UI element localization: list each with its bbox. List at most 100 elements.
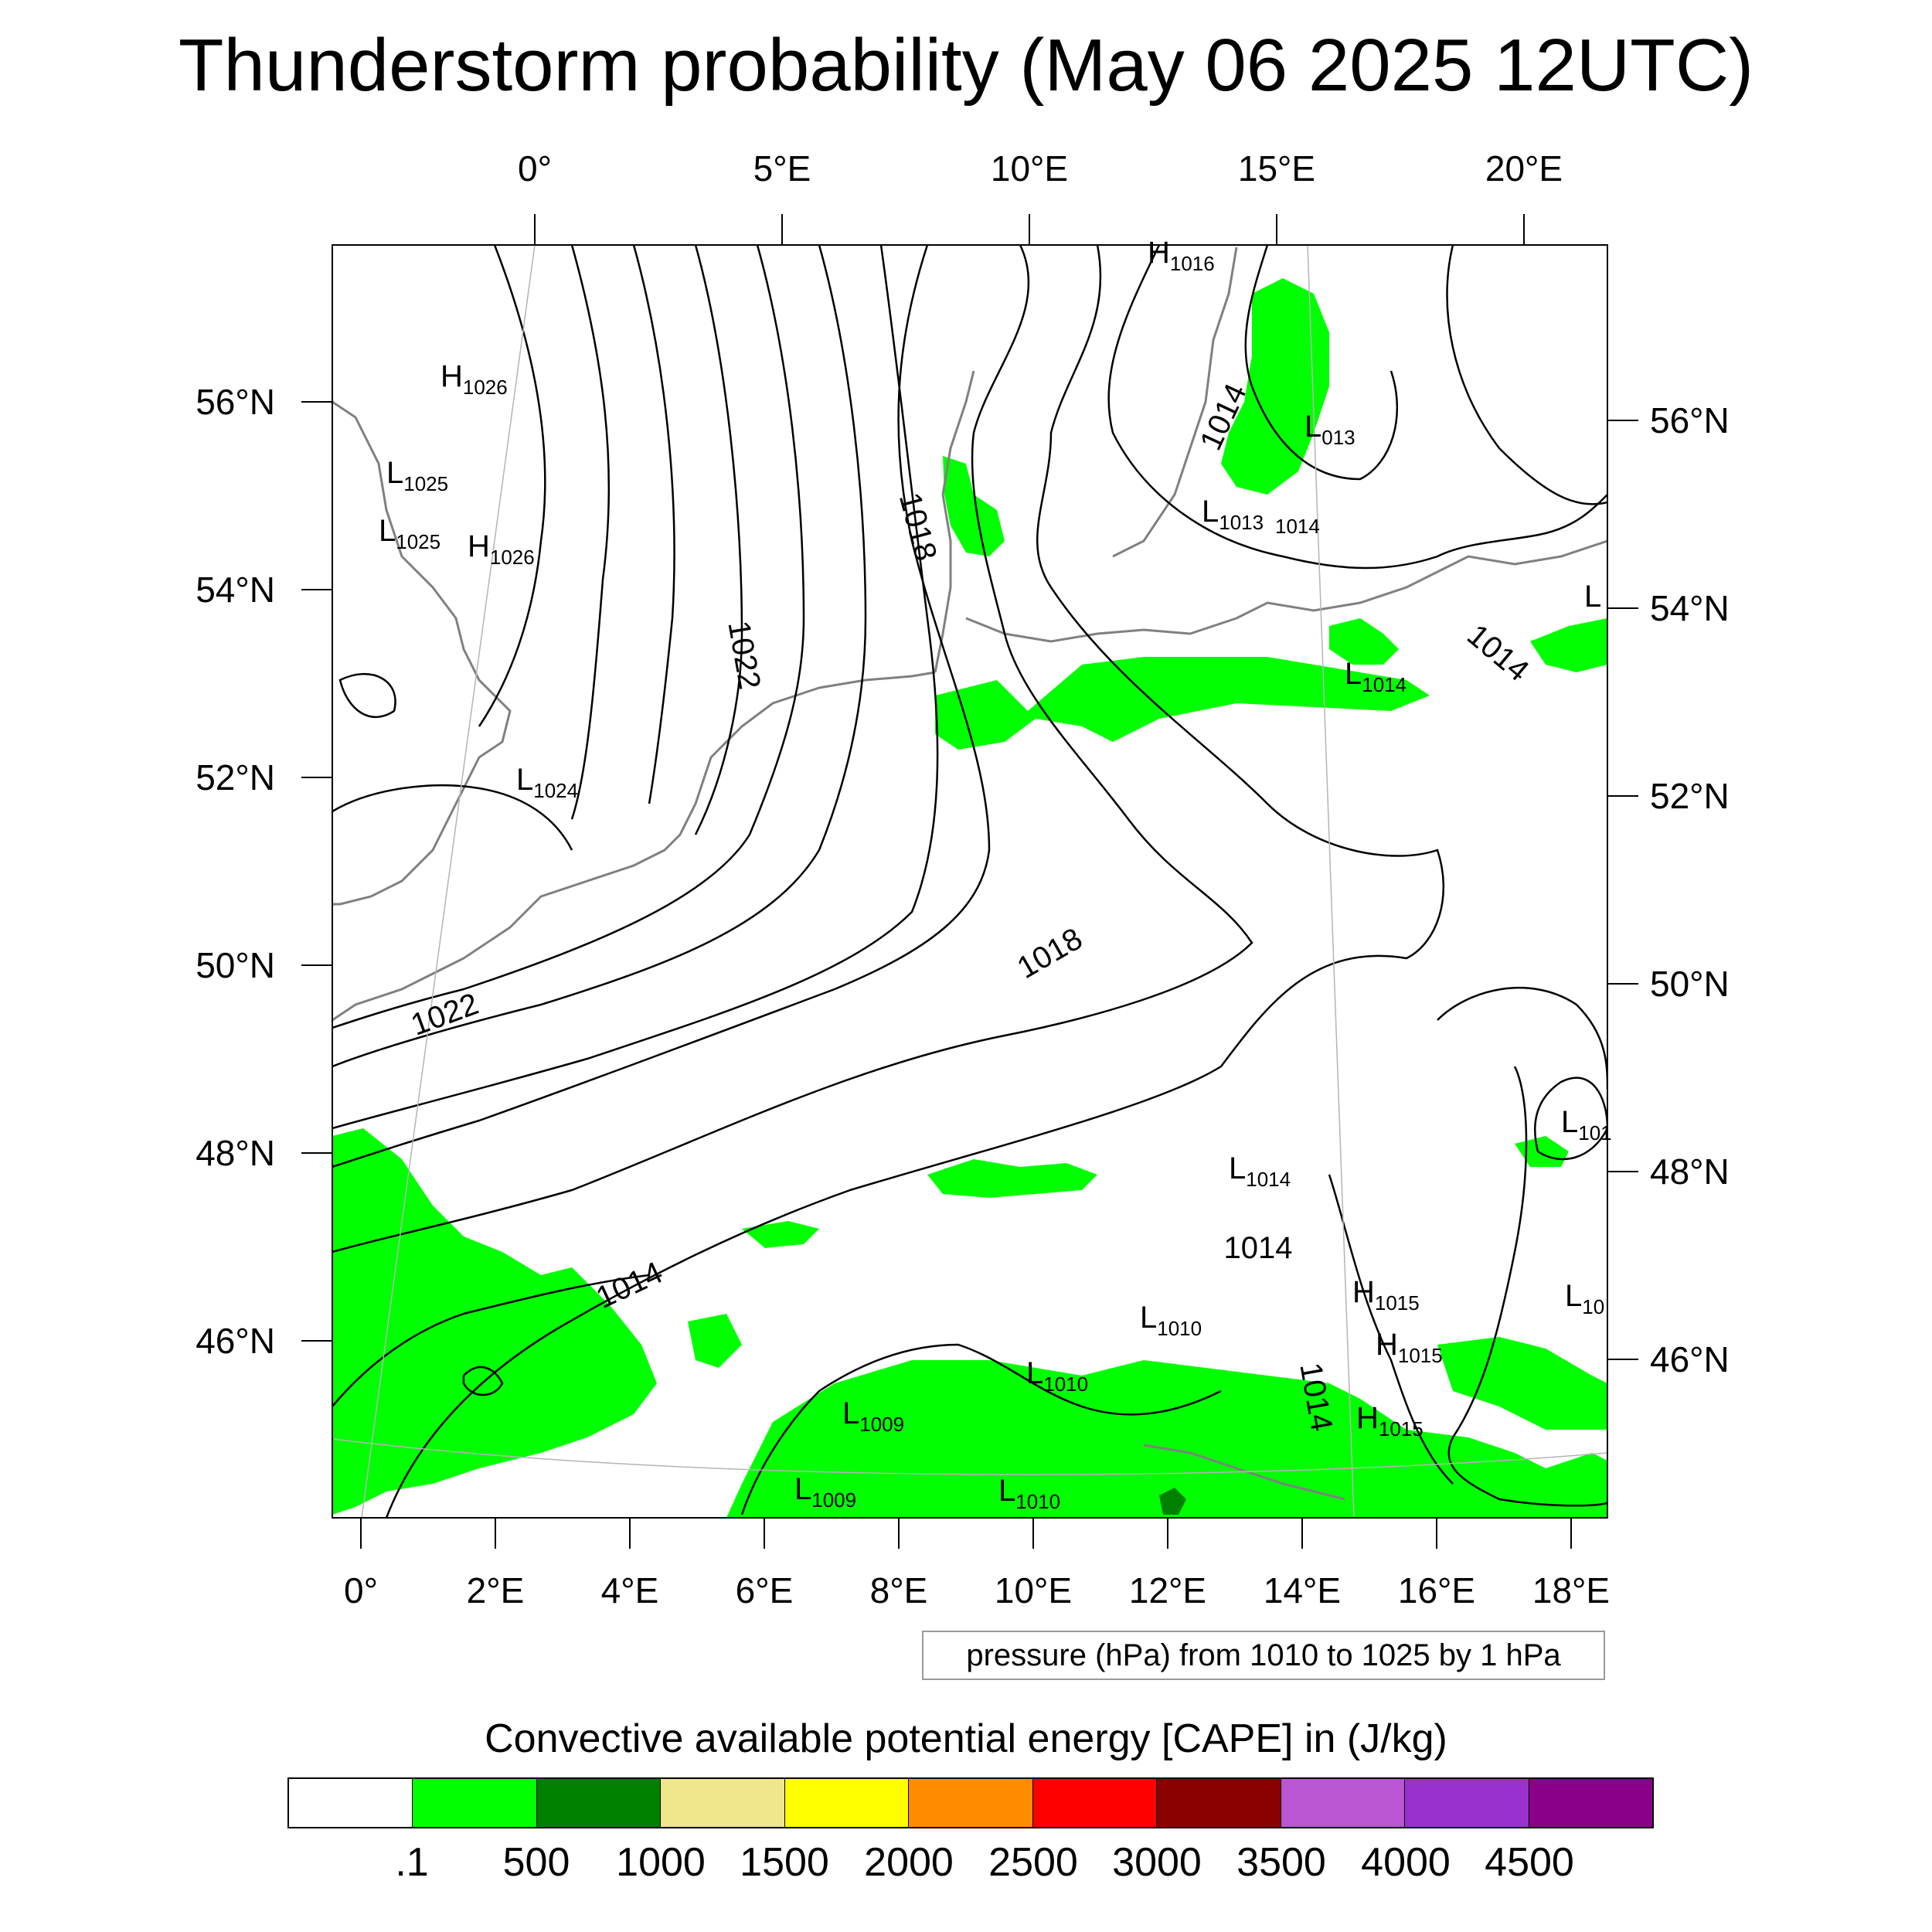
- isobar-1: [478, 245, 546, 727]
- cape-area-southwest: [332, 1128, 657, 1515]
- pressure-center: L1009: [842, 1396, 904, 1436]
- top-tick-label: 0°: [518, 148, 552, 189]
- colorbar-label: 2000: [864, 1840, 954, 1885]
- pressure-center: L013: [1304, 410, 1355, 449]
- coastline-sweden: [1112, 247, 1238, 558]
- pressure-center: L1010: [1026, 1356, 1088, 1396]
- coastline-jutland: [934, 370, 975, 673]
- colorbar-swatch: [661, 1779, 785, 1827]
- right-tick-label: 56°N: [1650, 400, 1730, 440]
- bottom-tick-label: 4°E: [601, 1570, 659, 1611]
- top-tick-label: 10°E: [991, 148, 1068, 189]
- pressure-center: H1015: [1376, 1328, 1443, 1367]
- top-axis-labels: 0° 5°E 10°E 15°E 20°E: [518, 148, 1563, 189]
- left-tick-label: 52°N: [196, 757, 275, 798]
- pressure-center: L1010: [998, 1474, 1060, 1513]
- isobar-label: 1014: [1461, 618, 1535, 689]
- colorbar-label: 4500: [1485, 1840, 1574, 1885]
- colorbar-label: 2500: [988, 1840, 1078, 1885]
- map-frame: [332, 244, 1608, 1519]
- isobar-12: [1244, 245, 1399, 481]
- cape-area-po-valley: [688, 1314, 742, 1368]
- coastline-britain: [332, 400, 512, 906]
- isobar-5: [332, 245, 805, 1029]
- right-tick-label: 52°N: [1650, 776, 1730, 816]
- contour-info-box: pressure (hPa) from 1010 to 1025 by 1 hP…: [922, 1631, 1605, 1680]
- right-axis-labels: 56°N 54°N 52°N 50°N 48°N 46°N: [1650, 400, 1730, 1379]
- left-tick-label: 50°N: [196, 945, 275, 985]
- colorbar-labels: .1 500 1000 1500 2000 2500 3000 3500 400…: [0, 1835, 1932, 1889]
- colorbar-swatch: [413, 1779, 537, 1827]
- colorbar-swatch: [1032, 1779, 1158, 1827]
- colorbar-label: 1000: [616, 1840, 706, 1885]
- isobar-14: [1437, 986, 1607, 1090]
- isobar-21: [332, 784, 573, 851]
- cape-area-hungary: [1515, 1136, 1569, 1167]
- colorbar-title: Convective available potential energy [C…: [485, 1716, 1447, 1761]
- colorbar-swatch: [1281, 1779, 1406, 1827]
- pressure-center-labels: H1016 H1026 L1025 L1025 H1026 L1024 L013…: [379, 236, 1612, 1513]
- isobar-3: [632, 245, 675, 804]
- colorbar-swatch: [909, 1779, 1033, 1827]
- right-tick-label: 54°N: [1650, 588, 1730, 628]
- isobar-9: [332, 245, 1253, 1253]
- coastline-continent: [332, 671, 936, 1022]
- isobar-label: 1022: [721, 618, 767, 692]
- isobar-19: [462, 1366, 504, 1396]
- cape-area-baltic: [1329, 618, 1399, 665]
- isobar-7: [332, 245, 939, 1130]
- colorbar-swatch: [1529, 1779, 1652, 1827]
- isobar-18: [332, 1274, 650, 1407]
- left-tick-label: 46°N: [196, 1321, 275, 1361]
- left-axis-labels: 56°N 54°N 52°N 50°N 48°N 46°N: [196, 382, 275, 1361]
- bottom-tick-label: 8°E: [870, 1570, 928, 1611]
- pressure-center: L1025: [379, 514, 440, 553]
- pressure-center: H1026: [440, 359, 508, 399]
- axis-ticks: [301, 214, 1638, 1549]
- colorbar-swatch: [1405, 1779, 1529, 1827]
- top-tick-label: 5°E: [753, 148, 811, 189]
- isobar-label: 1022: [406, 987, 483, 1043]
- pressure-center: L1014: [1345, 657, 1406, 696]
- isobar-4: [694, 245, 743, 835]
- coastline-adriatic: [1143, 1444, 1345, 1501]
- bottom-tick-label: 2°E: [467, 1570, 525, 1611]
- isobar-label: 1014: [1224, 1231, 1293, 1265]
- top-tick-label: 20°E: [1485, 148, 1563, 189]
- left-tick-label: 54°N: [196, 570, 275, 610]
- graticule-layer: [332, 245, 1607, 1518]
- isobar-layer: [332, 245, 1607, 1518]
- isobar-label: 1018: [1012, 921, 1088, 985]
- cape-area-denmark: [943, 456, 1005, 556]
- colorbar-label: 500: [502, 1840, 570, 1885]
- cape-area-north-germany: [935, 657, 1430, 750]
- colorbar-label: 1500: [740, 1840, 829, 1885]
- pressure-center: L1014: [1229, 1151, 1291, 1191]
- coastline-baltic-south: [965, 570, 1438, 643]
- right-tick-label: 48°N: [1650, 1151, 1730, 1192]
- pressure-center: 1014: [1275, 515, 1320, 538]
- isobar-6: [332, 245, 867, 1068]
- colorbar-label: 4000: [1361, 1840, 1451, 1885]
- colorbar-swatch: [1157, 1779, 1281, 1827]
- cape-area-poland-east: [1530, 618, 1607, 672]
- bottom-axis-labels: 0° 2°E 4°E 6°E 8°E 10°E 12°E 14°E 16°E 1…: [344, 1570, 1610, 1611]
- isobar-17: [740, 1343, 1222, 1515]
- isobar-13: [1446, 245, 1607, 505]
- colorbar-swatch: [289, 1779, 413, 1827]
- pressure-center: H1015: [1356, 1401, 1423, 1440]
- isobar-20: [338, 672, 396, 719]
- pressure-center: L1024: [516, 763, 578, 802]
- colorbar-swatch: [784, 1779, 910, 1827]
- cape-field-dark-layer: [1159, 1488, 1186, 1515]
- bottom-tick-label: 6°E: [736, 1570, 794, 1611]
- cape-area-sweden: [1221, 278, 1329, 495]
- cape-area-central-patch-2: [742, 1221, 819, 1248]
- left-tick-label: 56°N: [196, 382, 275, 422]
- pressure-center: L1025: [386, 456, 448, 495]
- cape-field-layer: [332, 278, 1607, 1518]
- pressure-center: L: [1584, 580, 1601, 614]
- bottom-tick-label: 18°E: [1532, 1570, 1610, 1611]
- left-tick-label: 48°N: [196, 1133, 275, 1173]
